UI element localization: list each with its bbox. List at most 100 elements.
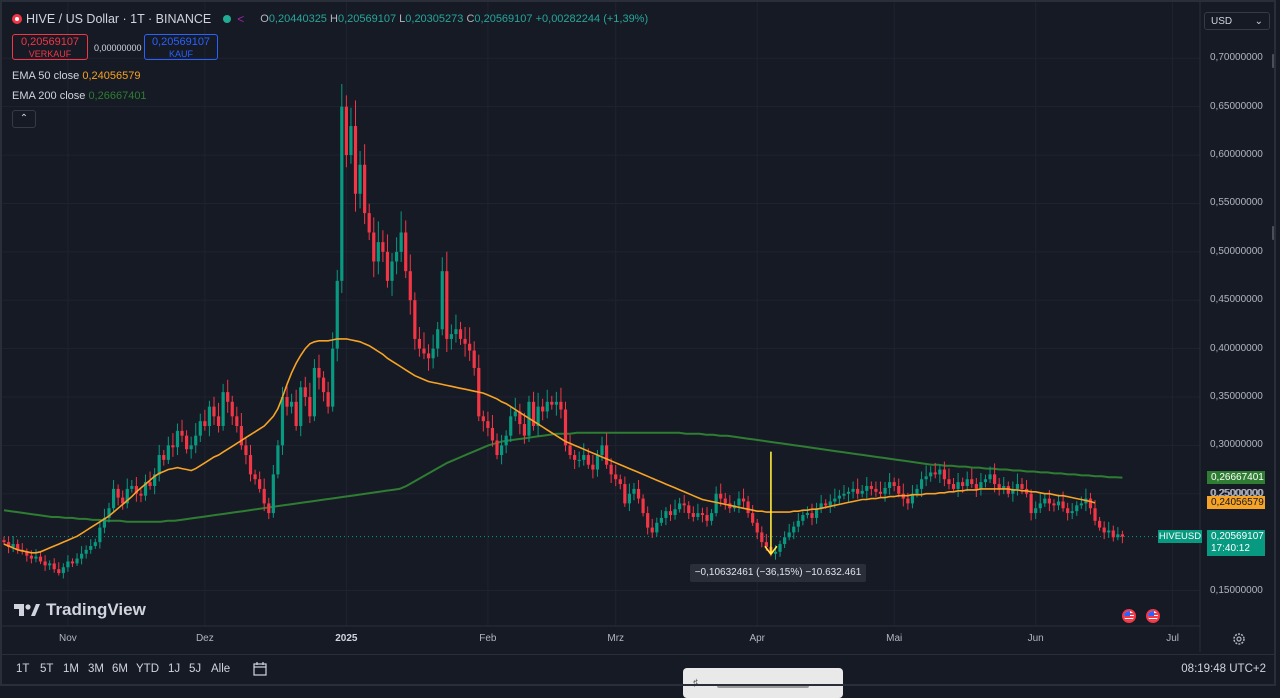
candle [682, 495, 686, 513]
range-button-5t[interactable]: 5T [40, 663, 54, 675]
candle [714, 486, 718, 517]
candle [436, 321, 440, 357]
candle-body [358, 164, 362, 194]
candle-body [331, 348, 335, 407]
price-scroll-handle[interactable] [1272, 54, 1276, 68]
candle [668, 504, 673, 521]
candle [1070, 503, 1074, 520]
candle [801, 511, 805, 526]
candle-body [741, 498, 746, 502]
candle-body [1075, 505, 1079, 512]
candle [618, 474, 622, 490]
symbol-tag: HIVEUSD [1158, 529, 1202, 543]
us-event-flag-icon[interactable] [1122, 609, 1136, 623]
currency-select[interactable]: USD ⌄ [1204, 12, 1270, 30]
candle-body [417, 338, 422, 349]
ema200-legend[interactable]: EMA 200 close 0,26667401 [12, 90, 147, 102]
gear-icon[interactable] [1232, 632, 1246, 646]
candle-body [746, 501, 750, 514]
ema50-price-tag: 0,24056579 [1207, 496, 1265, 510]
buy-button[interactable]: 0,20569107 KAUF [144, 34, 218, 60]
candle [623, 476, 627, 507]
candle-body [919, 479, 924, 489]
candle [89, 539, 93, 554]
chevron-up-icon: ⌃ [19, 113, 29, 124]
candle-body [422, 348, 426, 354]
candle [189, 436, 193, 459]
candle-body [353, 126, 358, 194]
buy-label: KAUF [168, 49, 193, 59]
candle-body [276, 445, 280, 475]
candle [84, 545, 88, 559]
date-range-icon[interactable] [252, 661, 268, 677]
ema50-label: EMA 50 close [12, 70, 80, 82]
candle-body [404, 232, 408, 272]
candle-body [719, 493, 723, 499]
price-chart[interactable] [0, 0, 1276, 652]
price-axis-label: 0,15000000 [1210, 584, 1263, 596]
candle [814, 502, 819, 524]
media-control-overlay[interactable]: ♯ [683, 668, 843, 698]
price-axis-label: 0,65000000 [1210, 100, 1263, 112]
candle-body [454, 329, 458, 335]
candle-body [326, 392, 330, 407]
range-button-3m[interactable]: 3M [88, 663, 104, 675]
candle [116, 484, 120, 506]
candle-body [143, 482, 148, 496]
range-button-6m[interactable]: 6M [112, 663, 128, 675]
candle [1079, 496, 1083, 509]
range-button-alle[interactable]: Alle [211, 663, 231, 675]
candle [216, 402, 221, 433]
candle [367, 203, 371, 241]
symbol-legend[interactable]: HIVE / US Dollar · 1T · BINANCE < O0,204… [12, 12, 648, 26]
candle-body [714, 493, 718, 514]
range-button-ytd[interactable]: YTD [136, 663, 159, 675]
close-value: 0,20569107 [474, 13, 533, 25]
candle-body [239, 426, 243, 446]
chevron-down-icon: ⌄ [1254, 16, 1263, 27]
candle-body [646, 513, 650, 528]
candle-body [372, 232, 376, 262]
share-icon[interactable]: < [237, 12, 245, 26]
price-scroll-handle-2[interactable] [1272, 226, 1276, 240]
candle-body [207, 406, 212, 427]
sell-button[interactable]: 0,20569107 VERKAUF [12, 34, 88, 60]
candle [16, 539, 20, 554]
range-button-1j[interactable]: 1J [168, 663, 181, 675]
candle [550, 395, 554, 410]
candle [25, 548, 29, 562]
candle [321, 371, 326, 402]
candle [678, 497, 682, 513]
candle-body [445, 271, 449, 339]
range-button-5j[interactable]: 5J [189, 663, 202, 675]
candle [518, 403, 522, 435]
clock[interactable]: 08:19:48 UTC+2 [1181, 663, 1266, 675]
symbol-title[interactable]: HIVE / US Dollar · 1T · BINANCE [26, 12, 212, 26]
candle [974, 478, 978, 498]
range-button-1t[interactable]: 1T [16, 663, 30, 675]
candle [751, 505, 755, 526]
candle-body [764, 542, 768, 547]
time-axis-label: Nov [59, 633, 77, 644]
range-button-1m[interactable]: 1M [63, 663, 79, 675]
candle [888, 472, 892, 495]
candle-body [203, 421, 207, 427]
candle [139, 489, 143, 503]
collapse-legend-button[interactable]: ⌃ [12, 110, 36, 128]
speaker-icon[interactable]: ♯ [693, 678, 698, 689]
candle-body [111, 488, 116, 509]
ema200-price-tag: 0,26667401 [1207, 471, 1265, 485]
time-axis-label: Jul [1166, 633, 1180, 644]
candle-body [723, 498, 727, 504]
candle-body [687, 505, 691, 514]
candle-body [664, 511, 668, 518]
candle-body [851, 488, 855, 492]
candle-body [436, 329, 440, 349]
candle-body [116, 488, 120, 498]
ema50-legend[interactable]: EMA 50 close 0,24056579 [12, 70, 140, 82]
candle-body [463, 338, 467, 344]
tradingview-logo[interactable]: TradingView [14, 600, 146, 620]
candle-body [486, 421, 490, 428]
volume-slider[interactable] [717, 684, 809, 688]
us-event-flag-icon-2[interactable] [1146, 609, 1160, 623]
